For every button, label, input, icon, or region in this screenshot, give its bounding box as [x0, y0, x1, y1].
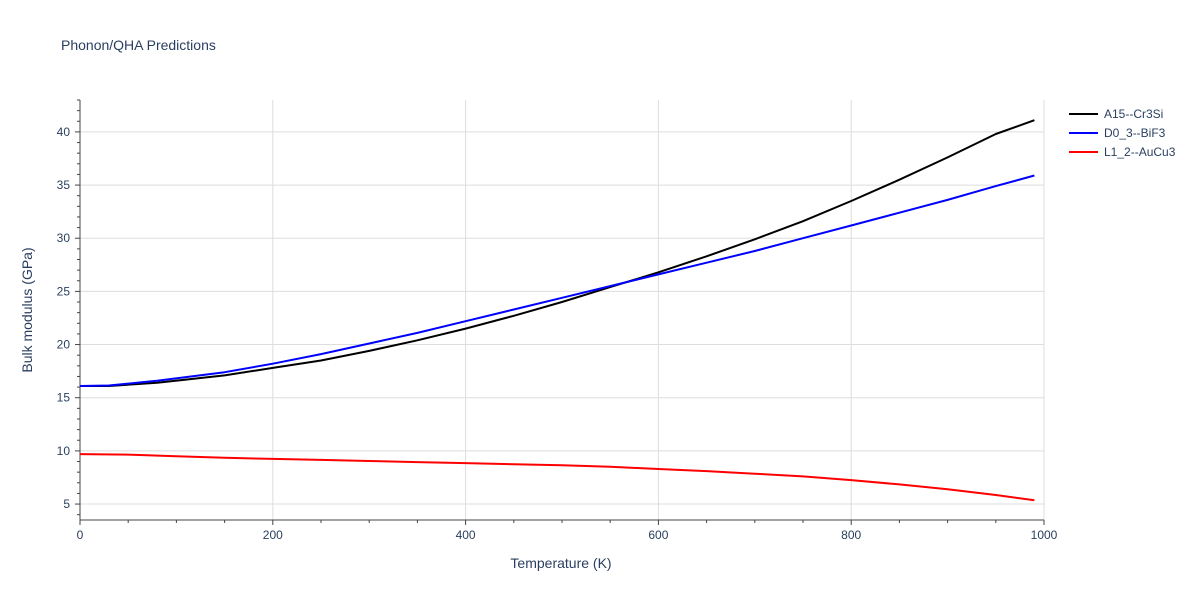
x-tick-label: 800 — [841, 528, 861, 542]
series-line — [80, 119, 1035, 387]
series-line — [79, 174, 1035, 387]
x-tick-label: 0 — [77, 528, 84, 542]
x-tick-label: 200 — [263, 528, 283, 542]
y-tick-label: 40 — [57, 125, 71, 139]
x-axis-title: Temperature (K) — [510, 555, 611, 571]
y-tick-label: 10 — [57, 444, 71, 458]
legend-label: L1_2--AuCu3 — [1104, 145, 1176, 159]
y-tick-label: 20 — [57, 338, 71, 352]
legend-item[interactable]: D0_3--BiF3 — [1069, 126, 1166, 140]
axes: 0 200 400 600 800 1000 5 10 15 20 25 30 35 40 — [57, 99, 1058, 542]
legend[interactable]: A15--Cr3Si D0_3--BiF3 L1_2--AuCu3 — [1069, 107, 1176, 159]
legend-item[interactable]: L1_2--AuCu3 — [1069, 145, 1176, 159]
y-tick-label: 5 — [63, 497, 70, 511]
x-tick-label: 1000 — [1031, 528, 1058, 542]
series-line — [79, 453, 1035, 502]
y-tick-label: 30 — [57, 231, 71, 245]
x-tick-label: 600 — [648, 528, 668, 542]
y-tick-label: 35 — [57, 178, 71, 192]
x-tick-label: 400 — [456, 528, 476, 542]
series-lines — [79, 119, 1035, 502]
legend-item[interactable]: A15--Cr3Si — [1069, 107, 1163, 121]
chart-title: Phonon/QHA Predictions — [61, 37, 216, 53]
y-axis-title: Bulk modulus (GPa) — [19, 247, 35, 372]
legend-label: D0_3--BiF3 — [1104, 126, 1166, 140]
y-tick-label: 15 — [57, 391, 71, 405]
grid — [80, 100, 1045, 520]
y-tick-label: 25 — [57, 284, 71, 298]
legend-label: A15--Cr3Si — [1104, 107, 1163, 121]
